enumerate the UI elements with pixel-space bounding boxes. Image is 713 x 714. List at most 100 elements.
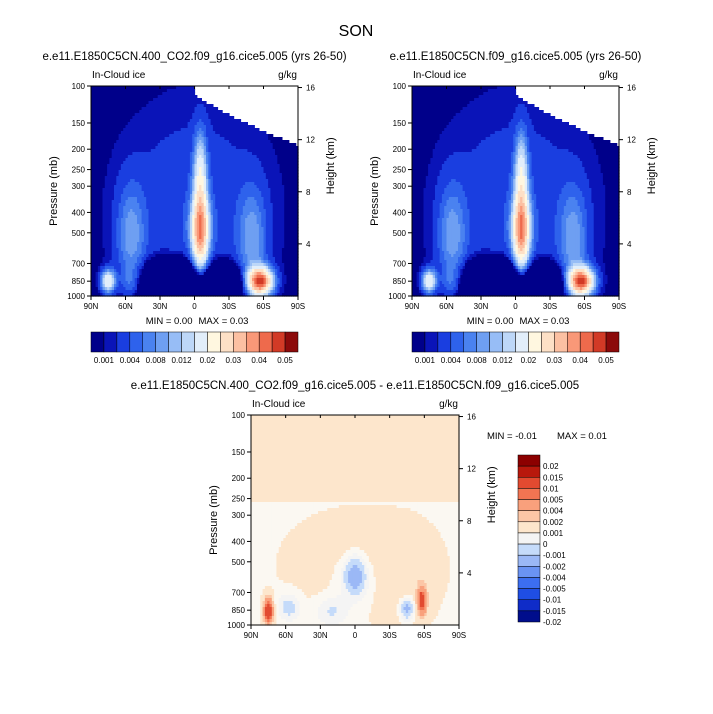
contour-cell — [123, 146, 127, 150]
contour-cell — [132, 134, 136, 138]
contour-cell — [104, 92, 108, 96]
contour-cell — [233, 134, 237, 138]
contour-cell — [116, 92, 120, 96]
contour-cell — [93, 104, 97, 108]
contour-cell — [111, 86, 115, 90]
contour-cell — [187, 116, 191, 120]
contour-cell — [206, 107, 209, 111]
contour-cell — [109, 107, 113, 111]
contour-cell — [107, 86, 110, 90]
contour-cell — [233, 131, 237, 135]
contour-cell — [222, 137, 225, 141]
contour-cell — [137, 125, 140, 129]
contour-cell — [120, 104, 124, 108]
contour-cell — [249, 149, 253, 153]
contour-cell — [104, 149, 108, 153]
contour-cell — [199, 119, 202, 123]
contour-cell — [102, 140, 106, 144]
contour-cell — [279, 143, 283, 147]
contour-cell — [160, 140, 163, 144]
contour-cell — [95, 110, 99, 114]
contour-cell — [104, 122, 108, 126]
contour-cell — [261, 149, 265, 153]
contour-cell — [263, 140, 267, 144]
contour-cell — [102, 146, 106, 150]
contour-cell — [100, 92, 104, 96]
contour-cell — [120, 125, 124, 129]
contour-cell — [166, 104, 170, 108]
contour-cell — [173, 86, 177, 90]
contour-cell — [137, 131, 140, 135]
contour-cell — [183, 101, 186, 105]
contour-cell — [178, 140, 182, 144]
contour-cell — [194, 104, 198, 108]
contour-cell — [118, 134, 122, 138]
contour-cell — [229, 116, 232, 120]
contour-cell — [263, 143, 267, 147]
contour-cell — [93, 134, 97, 138]
contour-cell — [148, 122, 152, 126]
contour-cell — [91, 119, 94, 123]
contour-cell — [130, 149, 133, 153]
contour-cell — [291, 146, 294, 150]
contour-cell — [104, 101, 108, 105]
contour-cell — [95, 86, 99, 90]
contour-cell — [169, 143, 173, 147]
contour-cell — [104, 137, 108, 141]
contour-cell — [157, 92, 161, 96]
contour-cell — [247, 137, 251, 141]
contour-cell — [150, 86, 154, 90]
contour-cell — [127, 149, 131, 153]
contour-cell — [141, 95, 145, 99]
contour-cell — [192, 104, 196, 108]
contour-cell — [254, 131, 258, 135]
contour-cell — [97, 128, 101, 132]
contour-cell — [275, 146, 278, 150]
contour-cell — [180, 119, 184, 123]
contour-cell — [127, 131, 131, 135]
contour-cell — [192, 140, 196, 144]
contour-cell — [166, 143, 170, 147]
contour-cell — [93, 86, 97, 90]
contour-cell — [189, 149, 193, 153]
contour-cell — [192, 113, 196, 117]
contour-cell — [130, 137, 133, 141]
contour-cell — [97, 134, 101, 138]
contour-cell — [141, 128, 145, 132]
contour-cell — [157, 116, 161, 120]
contour-cell — [173, 122, 177, 126]
contour-cell — [254, 140, 258, 144]
contour-cell — [171, 98, 175, 102]
contour-cell — [160, 116, 163, 120]
contour-cell — [160, 110, 163, 114]
contour-cell — [132, 113, 136, 117]
contour-cell — [222, 146, 225, 150]
contour-cell — [171, 95, 175, 99]
contour-cell — [173, 104, 177, 108]
contour-cell — [212, 110, 216, 114]
contour-cell — [224, 119, 228, 123]
contour-cell — [187, 125, 191, 129]
contour-cell — [233, 119, 237, 123]
contour-cell — [196, 104, 200, 108]
contour-cell — [93, 131, 97, 135]
contour-cell — [224, 146, 228, 150]
contour-cell — [109, 119, 113, 123]
contour-cell — [123, 113, 127, 117]
contour-cell — [132, 95, 136, 99]
contour-cell — [217, 122, 221, 126]
contour-cell — [194, 119, 198, 123]
contour-cell — [185, 113, 189, 117]
contour-cell — [183, 92, 186, 96]
contour-cell — [263, 134, 267, 138]
contour-cell — [245, 137, 248, 141]
contour-cell — [120, 101, 124, 105]
contour-cell — [219, 116, 223, 120]
contour-cell — [208, 119, 212, 123]
contour-cell — [194, 149, 198, 153]
contour-cell — [212, 149, 216, 153]
contour-cell — [178, 98, 182, 102]
contour-cell — [258, 140, 262, 144]
contour-cell — [176, 125, 179, 129]
contour-cell — [146, 98, 150, 102]
